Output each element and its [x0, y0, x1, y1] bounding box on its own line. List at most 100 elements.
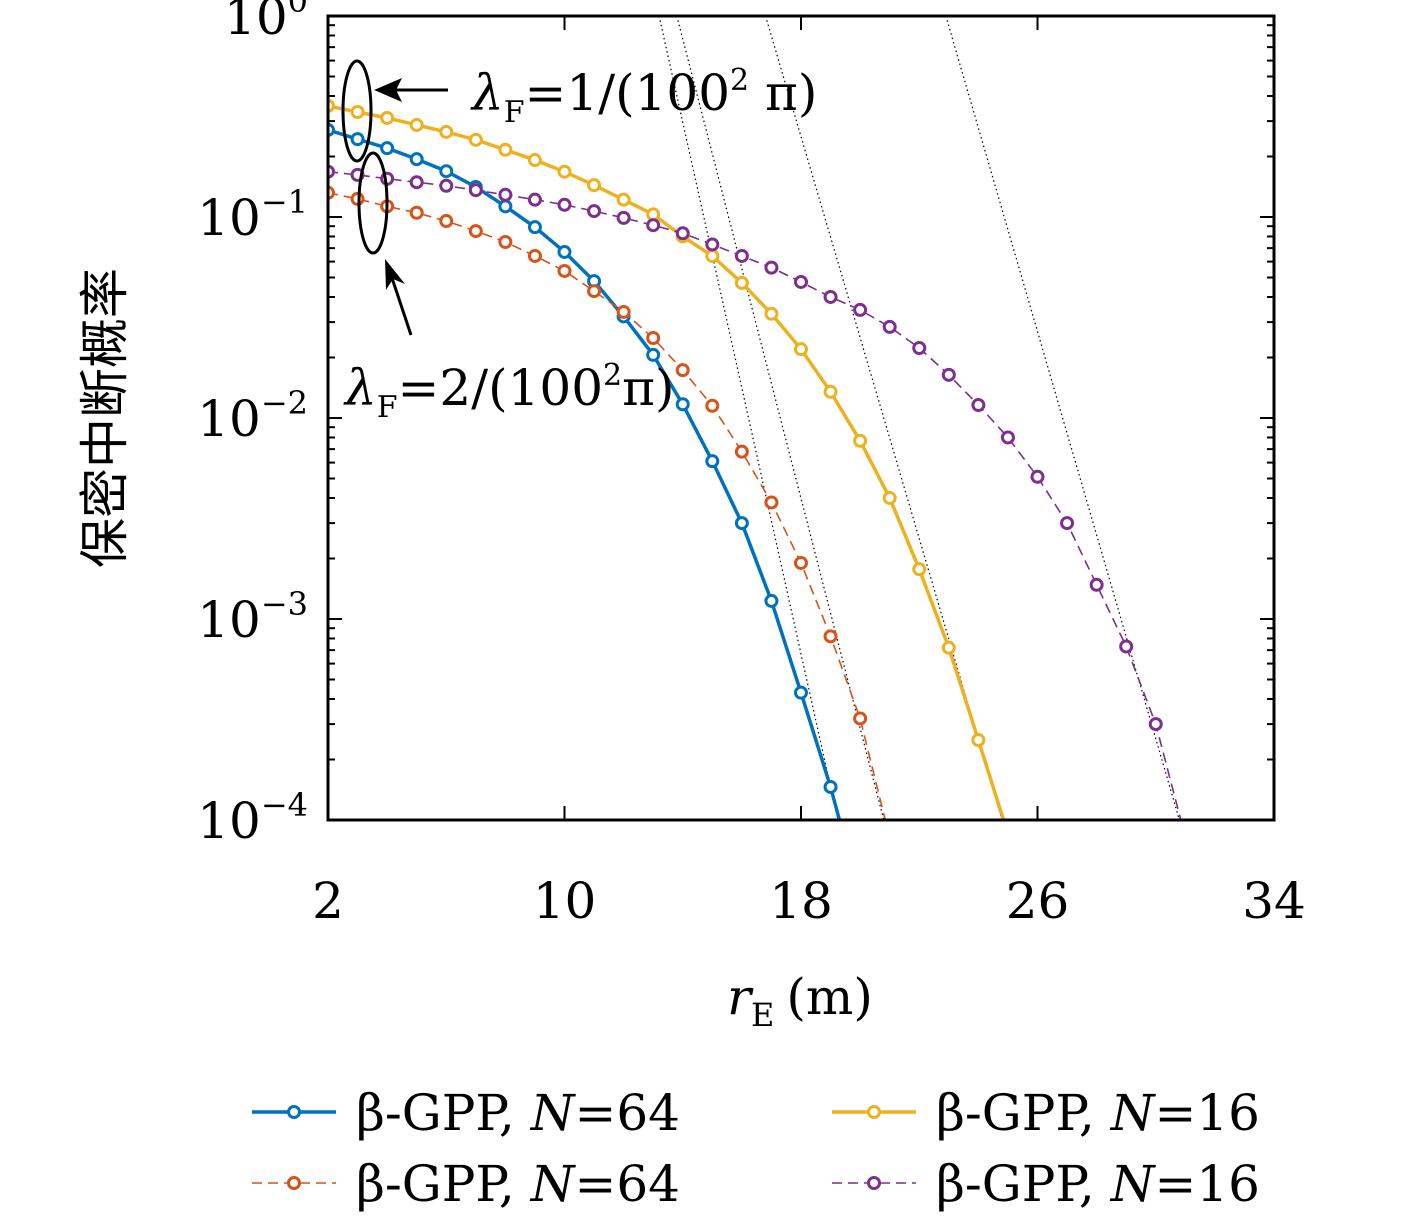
y-tick-label: 10−4: [197, 786, 308, 850]
annotation-ellipse-1: [341, 59, 373, 163]
y-tick-label: 10−2: [197, 384, 308, 448]
data-point: [1148, 717, 1163, 732]
data-point: [616, 304, 631, 319]
series-1: [328, 122, 842, 820]
data-point: [882, 490, 897, 505]
data-point: [823, 779, 838, 794]
series-3: [328, 98, 1006, 820]
data-point: [557, 164, 572, 179]
legend-marker: [287, 1176, 301, 1190]
legend-marker: [287, 1105, 301, 1119]
data-point: [468, 132, 483, 147]
data-point: [764, 260, 779, 275]
data-point: [409, 205, 424, 220]
data-point: [794, 342, 808, 357]
data-point: [409, 117, 424, 132]
annotation-label-1: λF=1/(1002 π): [470, 63, 817, 130]
legend-marker: [867, 1105, 881, 1119]
data-point: [439, 178, 454, 193]
y-tick-labels: 100 10−1 10−2 10−3 10−4: [197, 0, 308, 850]
legend-label: β-GPP, N=64: [356, 1155, 680, 1213]
y-tick-label: 100: [224, 0, 308, 46]
data-point: [912, 562, 927, 577]
data-point: [764, 306, 779, 321]
series-4: [328, 164, 1182, 820]
series-group: [328, 98, 1182, 820]
data-point: [882, 319, 897, 334]
data-point: [527, 192, 542, 207]
data-point: [468, 183, 483, 198]
data-point: [409, 175, 424, 190]
data-point: [705, 237, 720, 252]
data-point: [468, 224, 483, 239]
series-line: [328, 104, 1006, 820]
data-point: [705, 248, 720, 263]
data-point: [557, 244, 572, 259]
x-tick-label: 10: [533, 872, 597, 930]
x-tick-labels: 2 10 18 26 34: [312, 872, 1306, 930]
data-point: [1000, 430, 1015, 445]
data-point: [527, 153, 542, 168]
data-point: [527, 220, 542, 235]
data-point: [912, 340, 927, 355]
data-point: [439, 164, 454, 179]
legend: β-GPP, N=64 β-GPP, N=64 β-GPP, N=16 β-GPP, …: [252, 1084, 1260, 1213]
data-point: [498, 142, 513, 157]
data-point: [527, 248, 542, 263]
data-point: [794, 555, 808, 570]
data-point: [764, 593, 779, 608]
axis-ticks: [327, 16, 1275, 821]
legend-entry-3: β-GPP, N=16: [832, 1084, 1260, 1142]
data-point: [380, 141, 395, 156]
series-line: [328, 170, 1182, 820]
data-point: [439, 124, 454, 139]
data-point: [1060, 516, 1075, 531]
legend-label: β-GPP, N=16: [936, 1155, 1260, 1213]
data-point: [734, 248, 749, 263]
data-point: [734, 516, 749, 531]
data-point: [498, 187, 513, 202]
annotation-ellipse-2: [357, 151, 389, 255]
legend-marker: [867, 1176, 881, 1190]
data-point: [557, 197, 572, 212]
data-point: [587, 284, 602, 299]
data-point: [498, 199, 513, 214]
data-point: [941, 640, 956, 655]
legend-label: β-GPP, N=64: [356, 1084, 680, 1142]
x-tick-label: 26: [1006, 872, 1070, 930]
data-point: [646, 218, 661, 233]
data-point: [823, 289, 838, 304]
data-point: [971, 398, 986, 413]
series-line: [328, 128, 842, 820]
x-tick-label: 18: [769, 872, 833, 930]
annotation-label-2: λF=2/(1002π): [343, 358, 675, 425]
data-point: [705, 454, 720, 469]
x-axis-label: rE (m): [727, 968, 873, 1034]
y-axis-label: 保密中断概率: [76, 268, 134, 568]
y-tick-label: 10−3: [197, 585, 308, 649]
data-point: [350, 132, 365, 147]
x-tick-label: 34: [1242, 872, 1306, 930]
data-point: [380, 110, 395, 125]
data-point: [823, 629, 838, 644]
legend-entry-4: β-GPP, N=16: [832, 1155, 1260, 1213]
data-point: [675, 397, 690, 412]
annotation-arrow-1: [374, 78, 448, 102]
data-point: [941, 367, 956, 382]
data-point: [971, 733, 986, 748]
legend-entry-2: β-GPP, N=64: [252, 1155, 680, 1213]
data-point: [675, 226, 690, 241]
data-point: [734, 444, 749, 459]
data-point: [616, 210, 631, 225]
data-point: [853, 711, 868, 726]
data-point: [439, 214, 454, 229]
data-point: [853, 302, 868, 317]
data-point: [409, 152, 424, 167]
data-point: [794, 685, 808, 700]
asymptote-line-1: [658, 16, 839, 820]
data-point: [675, 363, 690, 378]
data-point: [498, 234, 513, 249]
data-point: [350, 104, 365, 119]
data-point: [853, 433, 868, 448]
data-point: [1119, 639, 1134, 654]
